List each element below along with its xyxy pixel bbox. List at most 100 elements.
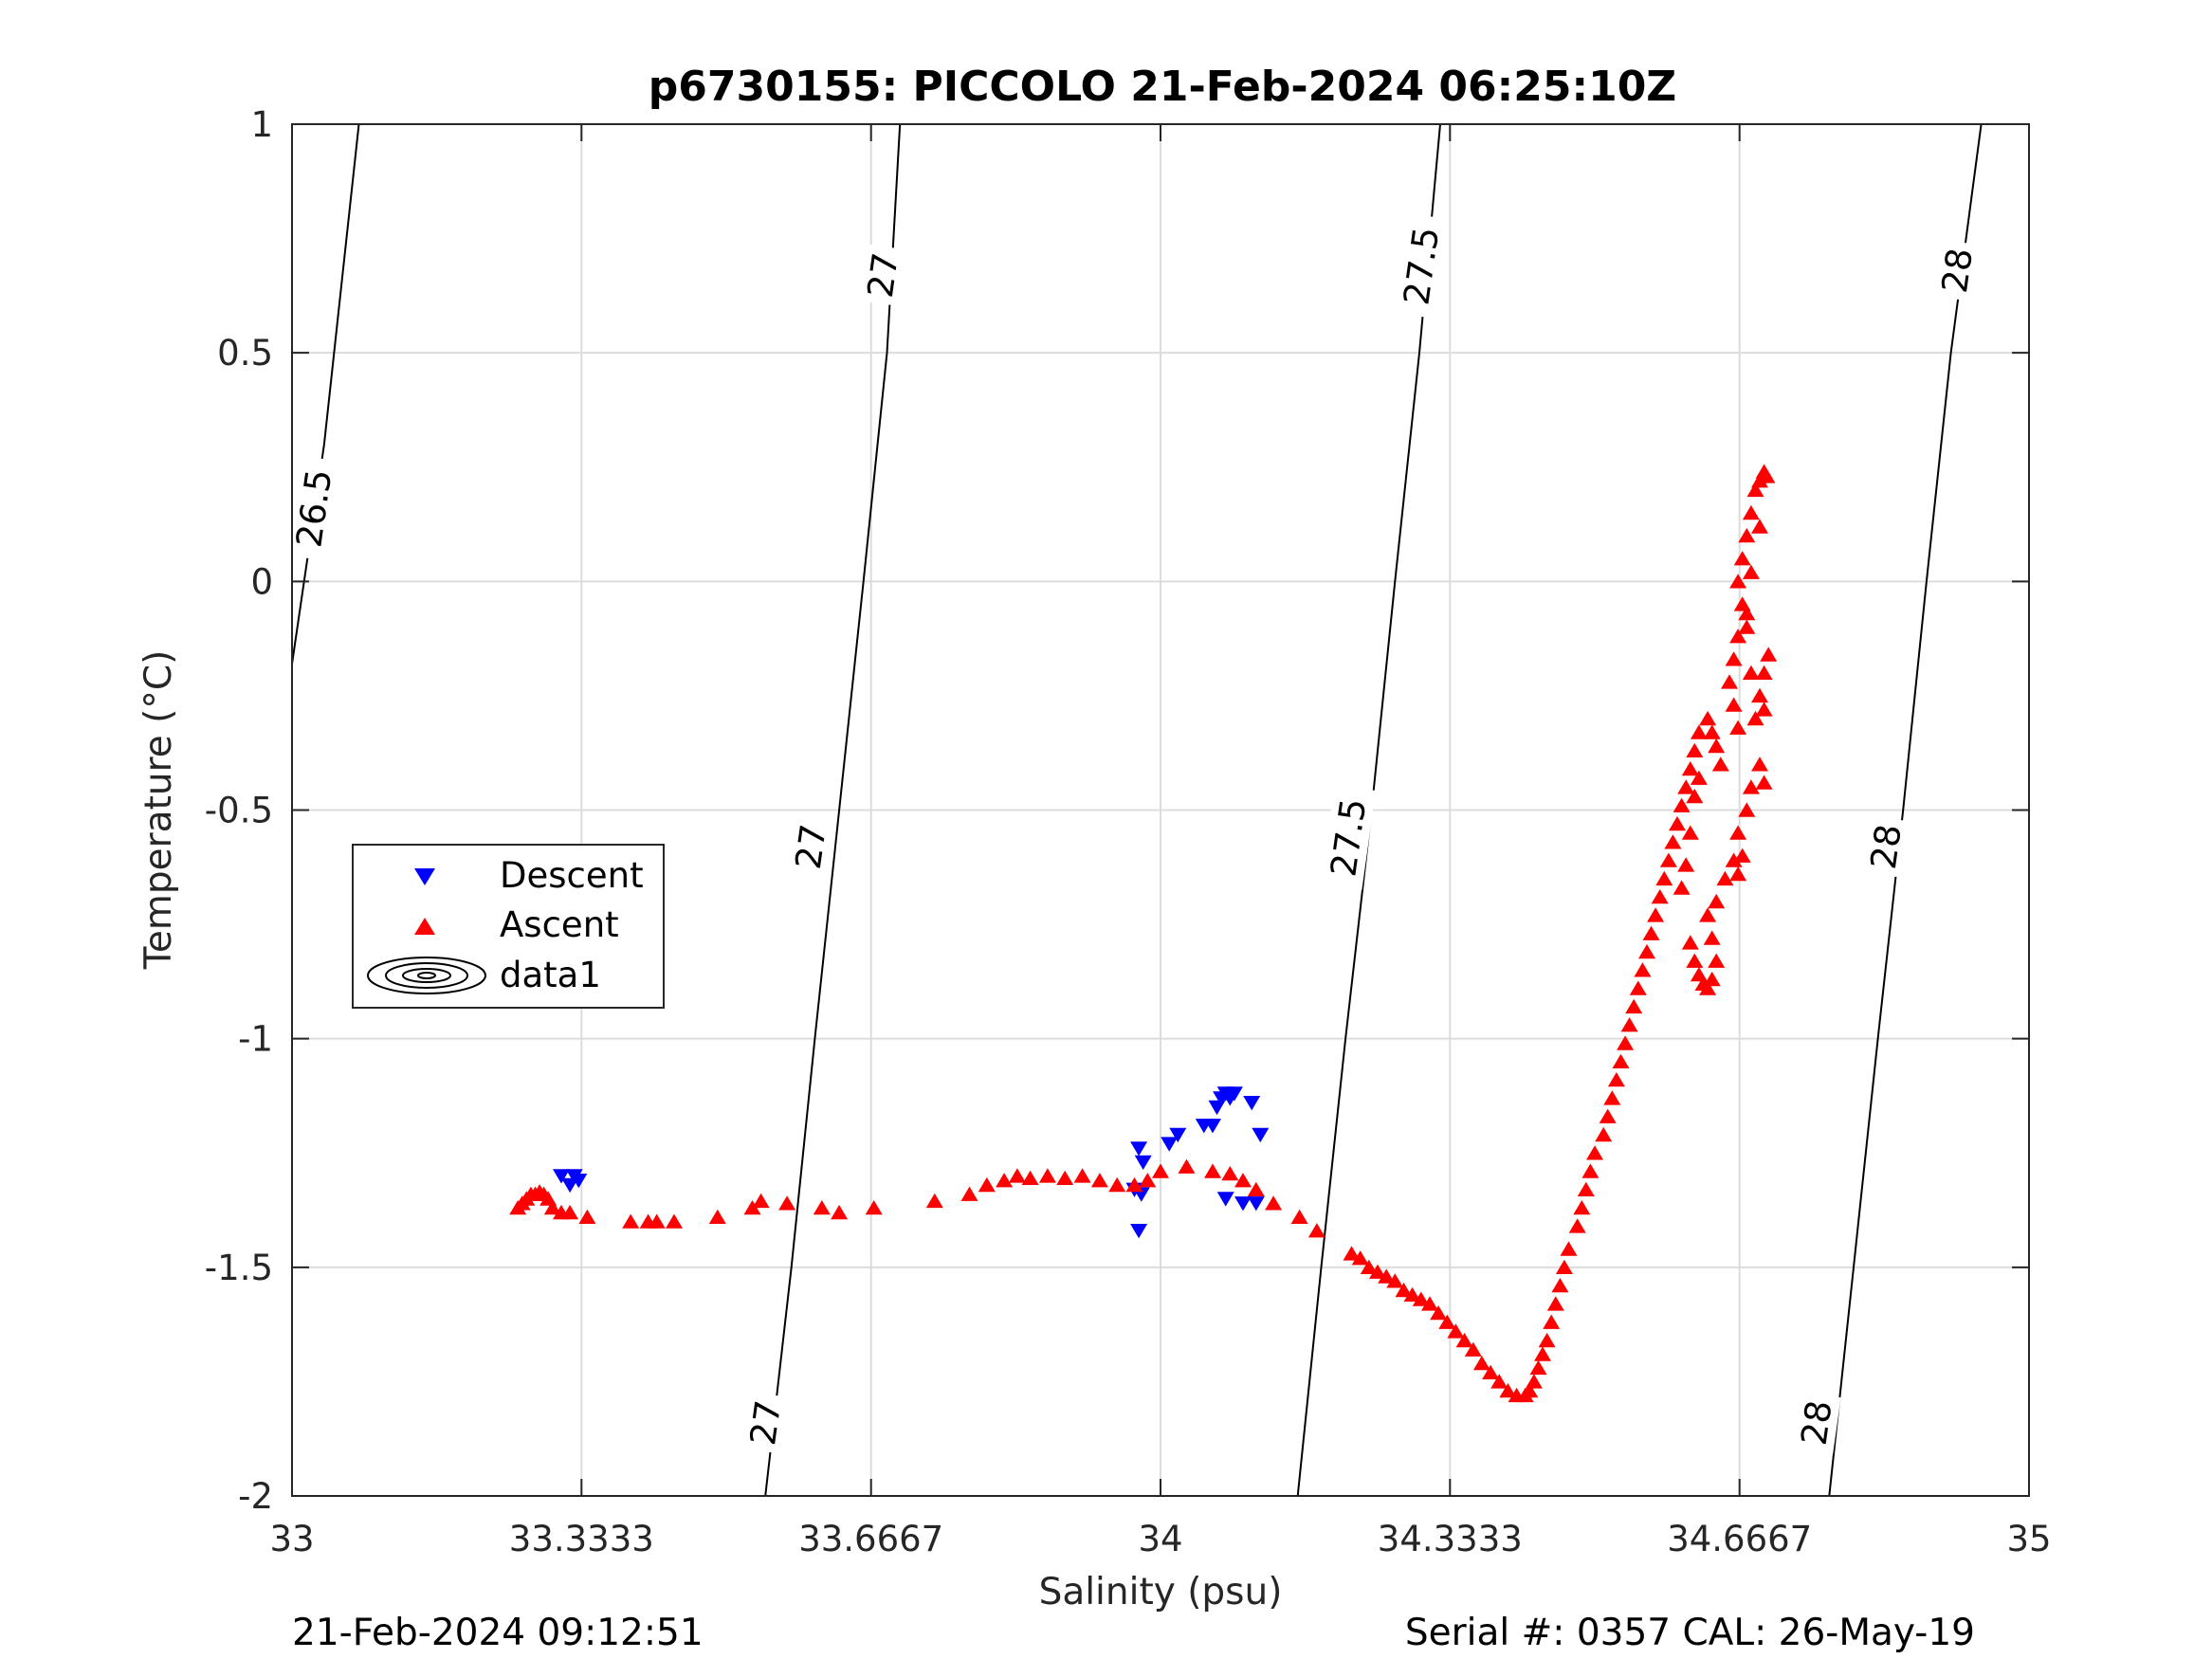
y-tick-label: -1.5 — [205, 1248, 273, 1288]
ascent-point — [1581, 1163, 1600, 1178]
ascent-point — [1751, 757, 1768, 772]
ascent-point — [1386, 1273, 1404, 1288]
ascent-point — [1204, 1163, 1221, 1178]
ascent-point — [1729, 720, 1747, 735]
contour-label-gap — [857, 244, 907, 306]
ascent-point — [1721, 674, 1738, 689]
ascent-point — [1290, 1209, 1308, 1224]
contour-label: 27 — [857, 244, 907, 306]
ascent-point — [1755, 665, 1773, 680]
ascent-point — [1703, 930, 1721, 945]
ascent-point — [1725, 697, 1743, 712]
descent-point — [1216, 1192, 1234, 1207]
ascent-point — [622, 1213, 640, 1229]
contour-label-gap — [1860, 815, 1910, 878]
ascent-point — [1677, 779, 1695, 794]
ascent-point — [1729, 574, 1747, 589]
contour-label: 27.5 — [1393, 212, 1449, 319]
x-tick-label: 33 — [269, 1519, 314, 1559]
descent-point — [1204, 1119, 1221, 1134]
ascent-point — [1760, 647, 1778, 662]
contour-line-26-5 — [291, 123, 360, 665]
contour-line-28 — [1828, 123, 1983, 1497]
ascent-point — [1708, 738, 1726, 754]
ascent-point — [813, 1200, 831, 1215]
ascent-point — [1438, 1314, 1456, 1329]
ascent-point — [1751, 687, 1768, 703]
ascent-point — [1681, 825, 1699, 840]
ascent-point — [1125, 1176, 1143, 1193]
ascent-point — [1738, 528, 1756, 543]
contour-label: 28 — [1791, 1392, 1841, 1454]
contour-label-text: 27 — [860, 250, 906, 301]
ascent-point — [1729, 825, 1747, 840]
ascent-point — [1607, 1072, 1625, 1087]
x-axis-label: Salinity (psu) — [1039, 1571, 1283, 1613]
ascent-point — [708, 1209, 726, 1224]
contour-label-gap — [1393, 212, 1449, 319]
ascent-point — [1534, 1346, 1551, 1361]
chart-title: p6730155: PICCOLO 21-Feb-2024 06:25:10Z — [649, 63, 1676, 111]
ascent-point — [1546, 1296, 1564, 1311]
ascent-point — [743, 1200, 761, 1215]
x-tick-label: 33.6667 — [798, 1519, 943, 1559]
contour-label-text: 28 — [1863, 822, 1910, 872]
ascent-series — [509, 464, 1778, 1403]
legend-ascent-label: Ascent — [500, 904, 619, 945]
legend-box — [352, 844, 665, 1009]
ascent-point — [1351, 1250, 1369, 1266]
ascent-point — [1234, 1173, 1252, 1188]
x-tick-label: 33.3333 — [509, 1519, 654, 1559]
y-tick-label: 1 — [250, 104, 273, 145]
ascent-point — [1708, 893, 1726, 909]
ascent-point — [1482, 1364, 1500, 1379]
ascent-point — [1529, 1359, 1547, 1376]
ascent-point — [1708, 953, 1726, 968]
contour-label-gap — [1320, 784, 1377, 890]
legend-ascent-marker — [414, 918, 435, 935]
ascent-point — [1073, 1168, 1091, 1183]
ascent-point — [1729, 866, 1747, 882]
ascent-point — [1733, 848, 1751, 863]
ascent-point — [1108, 1176, 1126, 1193]
ascent-point — [1681, 935, 1699, 950]
ascent-point — [1733, 551, 1751, 566]
ascent-point — [1378, 1268, 1396, 1284]
ascent-point — [1090, 1173, 1108, 1188]
contour-label: 27.5 — [1320, 784, 1377, 890]
descent-point — [1247, 1196, 1265, 1212]
ascent-point — [1686, 788, 1704, 804]
contour-label: 28 — [1860, 815, 1910, 878]
ascent-point — [1738, 802, 1756, 817]
ascent-point — [1455, 1332, 1473, 1348]
contour-label: 28 — [1932, 239, 1982, 302]
ascent-point — [1139, 1173, 1157, 1188]
ascent-point — [666, 1213, 683, 1229]
legend-descent-label: Descent — [500, 855, 644, 896]
ascent-point — [1711, 757, 1729, 772]
ascent-point — [1634, 962, 1652, 977]
ascent-point — [752, 1193, 770, 1209]
y-tick-label: -2 — [238, 1476, 273, 1517]
ascent-point — [1577, 1181, 1595, 1196]
ascent-point — [1755, 775, 1773, 790]
ascent-point — [1651, 889, 1669, 904]
y-tick-label: 0.5 — [217, 333, 273, 374]
ascent-point — [1629, 980, 1647, 995]
ascent-point — [1247, 1181, 1265, 1196]
ascent-point — [831, 1204, 849, 1220]
x-tick-labels: 33 33.3333 33.6667 34 34.3333 34.6667 35 — [269, 1519, 2051, 1559]
ascent-point — [1751, 519, 1768, 534]
x-tick-label: 34.3333 — [1378, 1519, 1523, 1559]
ascent-point — [1742, 665, 1760, 680]
ascent-point — [1746, 482, 1764, 498]
ascent-point — [1178, 1158, 1196, 1174]
descent-point — [1130, 1141, 1148, 1157]
footer-timestamp: 21-Feb-2024 09:12:51 — [292, 1612, 704, 1654]
contour-label-text: 28 — [1794, 1398, 1840, 1449]
ascent-point — [1056, 1170, 1074, 1185]
contour-label-text: 27 — [742, 1398, 789, 1449]
ascent-point — [1690, 770, 1708, 785]
ascent-point — [1625, 998, 1643, 1014]
